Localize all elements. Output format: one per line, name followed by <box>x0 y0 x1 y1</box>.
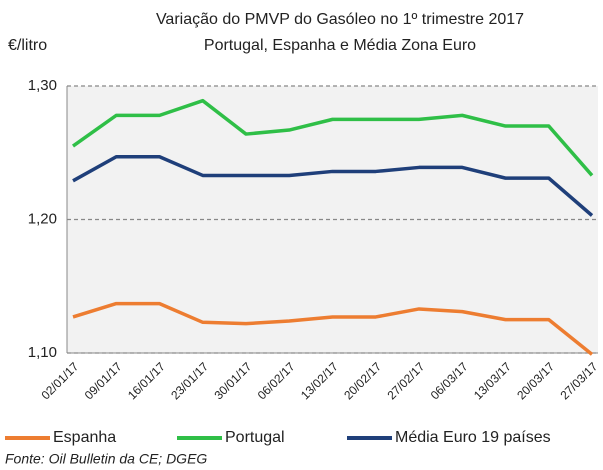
x-tick-label: 27/02/17 <box>384 359 427 402</box>
chart-subtitle: Portugal, Espanha e Média Zona Euro <box>204 37 476 54</box>
x-tick-label: 09/01/17 <box>82 359 125 402</box>
series-line <box>72 301 594 356</box>
source: Fonte: Oil Bulletin da CE; DGEG <box>5 451 207 467</box>
y-axis-label: €/litro <box>8 37 47 54</box>
legend-label: Portugal <box>225 429 285 446</box>
y-tick-label: 1,20 <box>28 210 57 227</box>
x-tick-label: 20/02/17 <box>341 359 384 402</box>
x-tick-label: 02/01/17 <box>38 359 81 402</box>
legend-label: Espanha <box>53 429 116 446</box>
x-tick-label: 06/03/17 <box>428 359 471 402</box>
series-line <box>71 98 594 177</box>
x-tick-label: 23/01/17 <box>168 359 211 402</box>
x-tick-label: 13/02/17 <box>298 359 341 402</box>
x-tick-label: 16/01/17 <box>125 359 168 402</box>
x-tick-label: 13/03/17 <box>471 359 514 402</box>
x-tick-label: 27/03/17 <box>557 359 600 402</box>
x-tick-label: 20/03/17 <box>514 359 557 402</box>
series-line <box>72 155 594 217</box>
chart-title: Variação do PMVP do Gasóleo no 1º trimes… <box>156 11 524 28</box>
legend-label: Média Euro 19 países <box>395 429 551 446</box>
x-tick-label: 06/02/17 <box>255 359 298 402</box>
x-tick-label: 30/01/17 <box>211 359 254 402</box>
y-tick-label: 1,10 <box>28 344 57 361</box>
y-tick-label: 1,30 <box>28 77 57 94</box>
